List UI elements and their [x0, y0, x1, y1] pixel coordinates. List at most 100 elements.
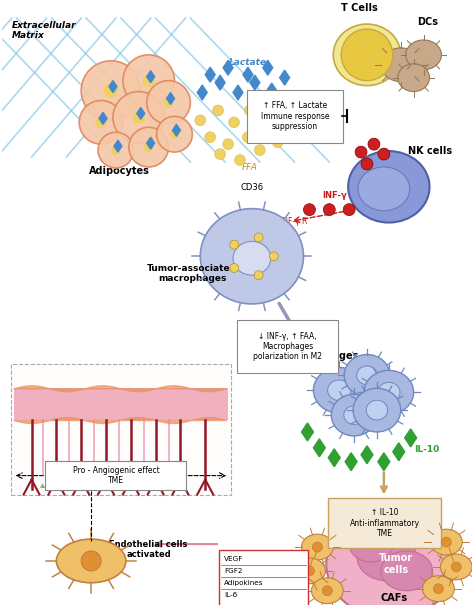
Circle shape: [378, 148, 390, 160]
Circle shape: [243, 132, 254, 142]
Ellipse shape: [326, 509, 456, 606]
Ellipse shape: [358, 167, 410, 211]
Polygon shape: [114, 140, 122, 152]
Circle shape: [164, 98, 173, 107]
Circle shape: [213, 105, 224, 116]
Ellipse shape: [348, 151, 429, 222]
Polygon shape: [173, 124, 181, 136]
Polygon shape: [99, 112, 107, 124]
Text: T Cells: T Cells: [341, 3, 377, 13]
Ellipse shape: [378, 382, 400, 402]
Text: DCs: DCs: [418, 17, 438, 27]
FancyBboxPatch shape: [46, 461, 186, 490]
Circle shape: [230, 264, 239, 273]
Circle shape: [451, 562, 461, 572]
Circle shape: [144, 143, 153, 152]
Polygon shape: [166, 93, 174, 104]
Circle shape: [143, 75, 155, 86]
Circle shape: [434, 584, 443, 594]
Polygon shape: [215, 75, 225, 90]
Circle shape: [104, 84, 118, 97]
Polygon shape: [109, 81, 117, 93]
Circle shape: [368, 138, 380, 150]
Circle shape: [79, 101, 123, 144]
Circle shape: [304, 566, 314, 576]
Ellipse shape: [381, 551, 432, 591]
Circle shape: [361, 158, 373, 170]
Ellipse shape: [398, 64, 429, 92]
Ellipse shape: [201, 208, 303, 304]
Circle shape: [81, 551, 101, 571]
Polygon shape: [146, 71, 155, 82]
Text: FFA: FFA: [242, 163, 258, 172]
Circle shape: [343, 204, 355, 216]
Circle shape: [269, 252, 278, 261]
Circle shape: [323, 204, 335, 216]
Text: CAAs: CAAs: [333, 549, 361, 559]
Polygon shape: [328, 449, 340, 467]
Circle shape: [171, 130, 178, 138]
Ellipse shape: [328, 380, 351, 401]
Text: ↑ IL-10
Anti-inflammatory
TME: ↑ IL-10 Anti-inflammatory TME: [350, 508, 420, 538]
Ellipse shape: [349, 526, 393, 562]
Circle shape: [133, 112, 145, 123]
Polygon shape: [267, 83, 277, 98]
Ellipse shape: [353, 388, 401, 432]
Circle shape: [272, 137, 283, 148]
Circle shape: [322, 586, 332, 596]
Circle shape: [258, 115, 269, 126]
Polygon shape: [361, 446, 373, 464]
Ellipse shape: [440, 554, 472, 580]
Polygon shape: [137, 107, 145, 119]
Circle shape: [123, 55, 174, 107]
Circle shape: [129, 127, 169, 167]
Text: M2
Macrophages: M2 Macrophages: [285, 339, 358, 361]
Circle shape: [255, 145, 265, 156]
Circle shape: [284, 125, 295, 136]
Ellipse shape: [430, 529, 462, 555]
Ellipse shape: [357, 533, 417, 581]
Ellipse shape: [357, 366, 377, 385]
Polygon shape: [378, 453, 390, 471]
Text: CAFs: CAFs: [380, 593, 407, 602]
Polygon shape: [197, 85, 207, 100]
Circle shape: [272, 117, 283, 128]
Ellipse shape: [311, 578, 343, 604]
Ellipse shape: [423, 576, 455, 602]
FancyBboxPatch shape: [328, 498, 441, 548]
Ellipse shape: [313, 367, 365, 413]
Polygon shape: [223, 60, 233, 75]
Circle shape: [230, 240, 239, 249]
Circle shape: [259, 127, 270, 138]
Polygon shape: [243, 67, 253, 82]
Polygon shape: [345, 453, 357, 471]
Polygon shape: [393, 443, 405, 461]
Ellipse shape: [293, 558, 325, 584]
Circle shape: [215, 148, 226, 159]
Circle shape: [156, 116, 192, 152]
Ellipse shape: [331, 395, 377, 436]
Circle shape: [228, 117, 239, 128]
Text: Endothelial cells
activated: Endothelial cells activated: [109, 539, 188, 559]
Text: ↓ INF-γ, ↑ FAA,
Macrophages
polarization in M2: ↓ INF-γ, ↑ FAA, Macrophages polarization…: [253, 331, 322, 362]
Circle shape: [341, 29, 393, 81]
Ellipse shape: [406, 40, 441, 70]
Circle shape: [98, 132, 134, 168]
Text: Tumor-associated
macrophages: Tumor-associated macrophages: [147, 264, 237, 283]
Circle shape: [81, 61, 141, 121]
Ellipse shape: [366, 401, 388, 420]
Circle shape: [113, 92, 164, 143]
Ellipse shape: [301, 534, 333, 560]
Text: VEGF: VEGF: [224, 556, 244, 562]
Circle shape: [96, 118, 106, 127]
Circle shape: [355, 146, 367, 158]
Polygon shape: [146, 137, 155, 149]
Bar: [14, 388, 228, 420]
Ellipse shape: [344, 405, 365, 424]
Ellipse shape: [364, 370, 414, 414]
Polygon shape: [263, 60, 273, 75]
Circle shape: [195, 115, 206, 126]
Text: Lactate: Lactate: [229, 58, 267, 67]
Ellipse shape: [56, 539, 126, 583]
Polygon shape: [233, 85, 243, 100]
